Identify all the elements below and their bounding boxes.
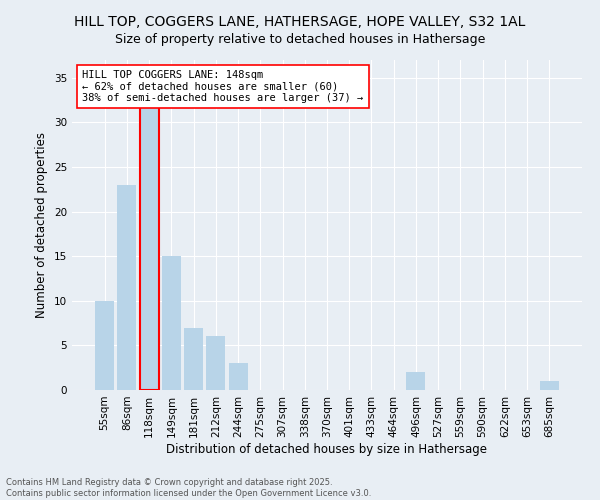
X-axis label: Distribution of detached houses by size in Hathersage: Distribution of detached houses by size …	[167, 442, 487, 456]
Bar	[229, 363, 248, 390]
Bar	[162, 256, 181, 390]
Bar	[140, 104, 158, 390]
Text: Contains HM Land Registry data © Crown copyright and database right 2025.
Contai: Contains HM Land Registry data © Crown c…	[6, 478, 371, 498]
Bar	[406, 372, 425, 390]
Bar	[184, 328, 203, 390]
Text: HILL TOP, COGGERS LANE, HATHERSAGE, HOPE VALLEY, S32 1AL: HILL TOP, COGGERS LANE, HATHERSAGE, HOPE…	[74, 15, 526, 29]
Y-axis label: Number of detached properties: Number of detached properties	[35, 132, 49, 318]
Bar	[206, 336, 225, 390]
Bar	[118, 185, 136, 390]
Bar	[95, 301, 114, 390]
Text: HILL TOP COGGERS LANE: 148sqm
← 62% of detached houses are smaller (60)
38% of s: HILL TOP COGGERS LANE: 148sqm ← 62% of d…	[82, 70, 364, 103]
Text: Size of property relative to detached houses in Hathersage: Size of property relative to detached ho…	[115, 32, 485, 46]
Bar	[540, 381, 559, 390]
